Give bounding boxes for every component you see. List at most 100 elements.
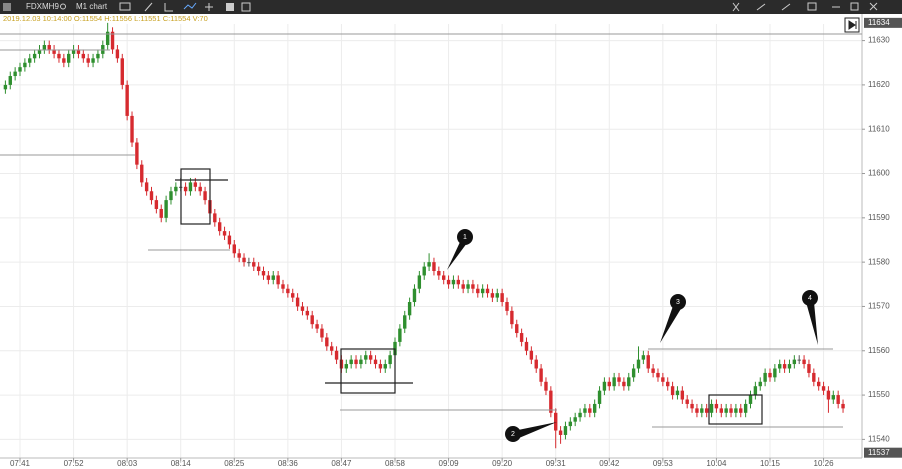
candle-body — [86, 58, 90, 63]
candle-body — [295, 297, 300, 307]
candle-body — [349, 359, 353, 365]
candle-body — [773, 368, 777, 378]
candle-body — [271, 275, 275, 280]
candle-body — [344, 364, 348, 369]
candle-body — [451, 279, 456, 285]
candle-body — [680, 390, 685, 400]
candle-body — [81, 53, 86, 59]
x-tick-label: 08:36 — [278, 459, 299, 468]
candle-body — [291, 293, 295, 298]
candle-body — [325, 337, 329, 347]
candle-body — [237, 253, 241, 258]
candle-body — [105, 31, 110, 46]
tool-icon[interactable] — [732, 2, 740, 12]
candle-body — [651, 368, 655, 373]
draw-icon[interactable] — [144, 2, 153, 12]
y-tick-label: 11570 — [868, 302, 890, 311]
tool-icon-2[interactable] — [756, 3, 766, 11]
candle-body — [300, 306, 305, 311]
candle-body — [261, 271, 266, 276]
candle-body — [539, 368, 543, 382]
candle-body — [42, 45, 47, 50]
scroll-end-icon — [848, 20, 857, 30]
price-marker-bg — [864, 447, 902, 458]
timeframe[interactable]: M1 chart — [76, 2, 108, 11]
close[interactable] — [869, 2, 878, 11]
candle-body — [266, 275, 271, 280]
candle-body — [334, 350, 339, 360]
search-icon[interactable] — [60, 3, 66, 10]
callout-label: 3 — [676, 299, 680, 306]
candle-body — [792, 359, 797, 365]
callout-label: 1 — [463, 234, 467, 241]
y-tick-label: 11590 — [868, 213, 890, 222]
candle-body — [446, 279, 451, 285]
candle-body — [836, 395, 840, 404]
candle-body — [193, 182, 198, 187]
y-tick-label: 11540 — [868, 434, 890, 443]
candle-body — [373, 359, 378, 365]
candle-body — [821, 386, 826, 391]
candle-body — [437, 271, 441, 276]
callout — [457, 229, 473, 245]
box[interactable] — [708, 394, 763, 425]
candle-body — [198, 186, 202, 192]
symbol[interactable]: FDXMH9 — [26, 2, 59, 11]
candle-body — [549, 390, 553, 413]
x-tick-label: 08:25 — [224, 459, 245, 468]
candle-body — [159, 208, 163, 218]
layout-icon[interactable] — [226, 3, 234, 11]
candle-body — [631, 368, 636, 378]
candle-body — [47, 45, 51, 50]
candle-body — [500, 293, 504, 303]
candle-body — [510, 310, 514, 325]
candle-body — [37, 49, 42, 54]
candle-body — [62, 58, 66, 63]
drawings: 1 2 3 4 — [0, 33, 862, 442]
candle-body — [232, 244, 236, 254]
candle-body — [641, 355, 646, 360]
candle-body — [519, 333, 524, 342]
candle-body — [222, 231, 227, 236]
tool-icon-3[interactable] — [781, 3, 791, 11]
candle-body — [18, 67, 22, 72]
candle-body — [787, 364, 792, 369]
candle-body — [670, 386, 675, 396]
template-icon[interactable] — [183, 2, 197, 10]
candle-body — [378, 364, 383, 369]
candle-body — [276, 275, 280, 285]
candle-body — [797, 359, 801, 361]
screenshot-icon[interactable] — [807, 2, 817, 11]
candle-body — [427, 262, 431, 267]
candle-body — [607, 381, 611, 387]
candle-body — [704, 408, 709, 413]
candle-body — [826, 390, 831, 400]
candle-body — [544, 381, 548, 391]
maximize[interactable] — [850, 2, 859, 11]
chart-type-icon[interactable] — [119, 2, 131, 11]
candle-body — [91, 58, 95, 63]
menu-icon[interactable] — [3, 3, 11, 11]
candle-body — [403, 315, 407, 329]
candle-body — [28, 58, 32, 63]
candle-body — [695, 408, 699, 413]
crosshair-icon[interactable] — [205, 3, 213, 11]
candle-body — [315, 324, 319, 329]
candle-body — [164, 200, 168, 218]
candle-body — [588, 408, 592, 413]
box[interactable] — [180, 168, 211, 225]
candle-body — [125, 84, 129, 116]
x-tick-label: 08:58 — [385, 459, 406, 468]
layout-icon-2[interactable] — [241, 2, 251, 12]
callout — [505, 426, 521, 442]
candle-body — [120, 58, 124, 85]
candle-body — [529, 350, 534, 360]
box[interactable] — [340, 348, 396, 394]
candle-body — [286, 288, 290, 294]
x-tick-label: 09:42 — [599, 459, 620, 468]
candle-body — [646, 355, 650, 369]
callout-tail — [660, 306, 682, 343]
candle-body — [748, 395, 753, 404]
indicator-icon[interactable] — [164, 3, 173, 12]
candle-body — [782, 364, 787, 369]
